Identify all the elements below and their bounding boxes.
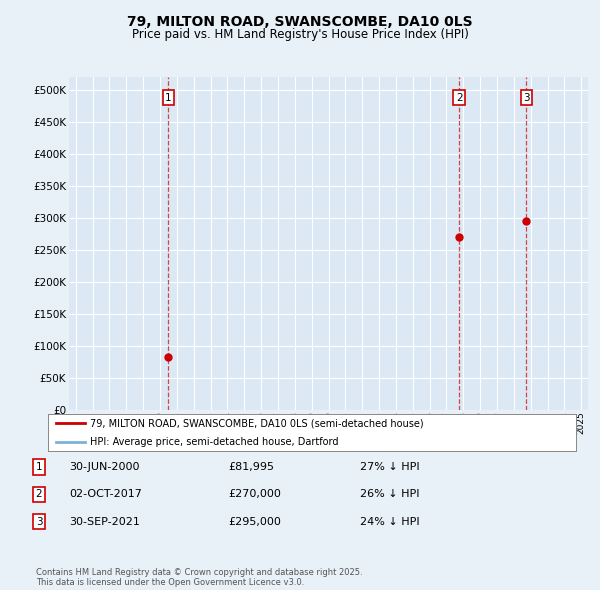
Text: £295,000: £295,000: [228, 517, 281, 526]
Text: 30-JUN-2000: 30-JUN-2000: [69, 463, 139, 472]
Text: 2: 2: [35, 490, 43, 499]
Text: £270,000: £270,000: [228, 490, 281, 499]
Text: £81,995: £81,995: [228, 463, 274, 472]
Text: 3: 3: [523, 93, 530, 103]
Text: 79, MILTON ROAD, SWANSCOMBE, DA10 0LS (semi-detached house): 79, MILTON ROAD, SWANSCOMBE, DA10 0LS (s…: [90, 418, 424, 428]
Text: 26% ↓ HPI: 26% ↓ HPI: [360, 490, 419, 499]
Text: HPI: Average price, semi-detached house, Dartford: HPI: Average price, semi-detached house,…: [90, 437, 339, 447]
Text: 2: 2: [456, 93, 463, 103]
Text: 30-SEP-2021: 30-SEP-2021: [69, 517, 140, 526]
Text: 1: 1: [165, 93, 172, 103]
Text: 02-OCT-2017: 02-OCT-2017: [69, 490, 142, 499]
Text: 27% ↓ HPI: 27% ↓ HPI: [360, 463, 419, 472]
Text: 79, MILTON ROAD, SWANSCOMBE, DA10 0LS: 79, MILTON ROAD, SWANSCOMBE, DA10 0LS: [127, 15, 473, 29]
Text: Contains HM Land Registry data © Crown copyright and database right 2025.
This d: Contains HM Land Registry data © Crown c…: [36, 568, 362, 587]
Text: Price paid vs. HM Land Registry's House Price Index (HPI): Price paid vs. HM Land Registry's House …: [131, 28, 469, 41]
Text: 24% ↓ HPI: 24% ↓ HPI: [360, 517, 419, 526]
Text: 1: 1: [35, 463, 43, 472]
Text: 3: 3: [35, 517, 43, 526]
